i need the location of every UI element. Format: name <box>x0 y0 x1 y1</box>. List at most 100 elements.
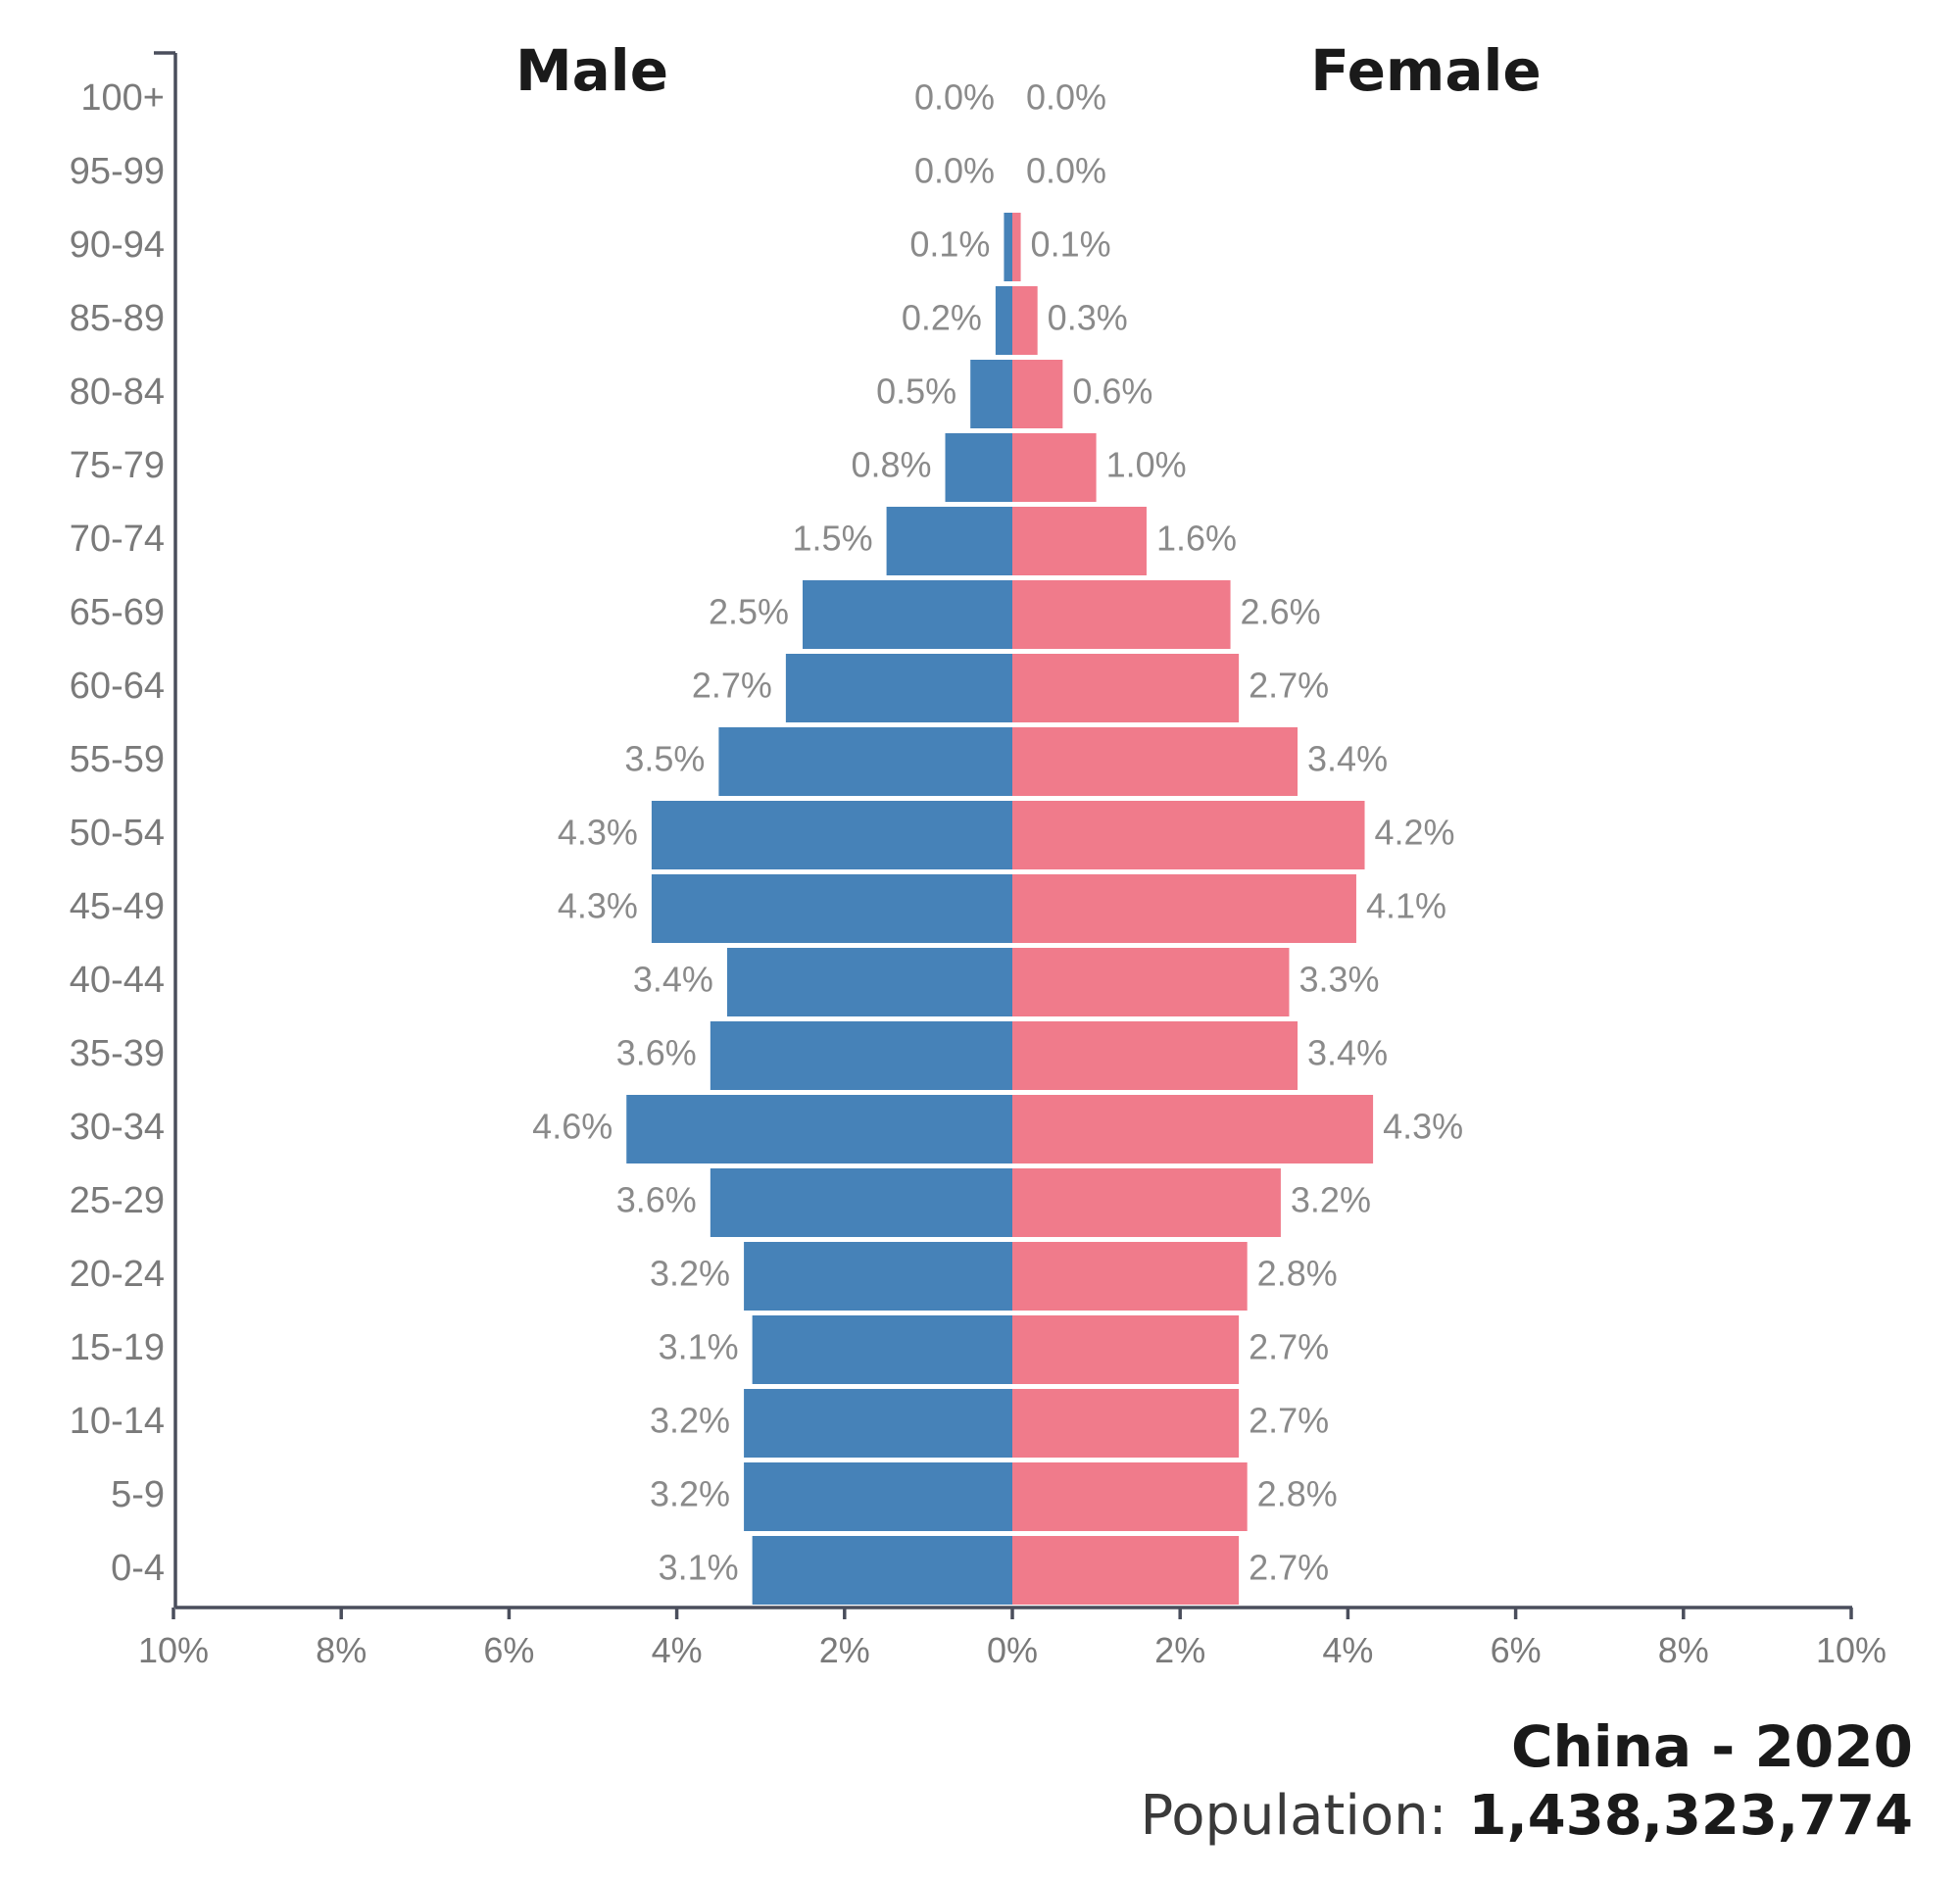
female-bar-40-44 <box>1012 948 1290 1016</box>
female-bar-45-49 <box>1012 874 1356 943</box>
female-bar-25-29 <box>1012 1168 1281 1237</box>
male-bar-60-64 <box>785 654 1012 722</box>
age-label-15-19: 15-19 <box>70 1327 165 1368</box>
age-label-5-9: 5-9 <box>111 1474 165 1515</box>
x-tick-label: 4% <box>652 1630 703 1670</box>
female-value-label-0-4: 2.7% <box>1249 1548 1329 1588</box>
age-labels-layer: 0-4 5-9 10-14 15-19 20-24 25-29 30-34 35-39 40-4… <box>70 77 165 1589</box>
male-bar-55-59 <box>718 727 1012 796</box>
male-bar-5-9 <box>744 1462 1012 1531</box>
female-bar-5-9 <box>1012 1462 1248 1531</box>
x-tick-label: 10% <box>1816 1630 1886 1670</box>
male-value-label-90-94: 0.1% <box>909 224 990 265</box>
female-value-label-75-79: 1.0% <box>1106 445 1187 485</box>
x-tick-label: 4% <box>1322 1630 1373 1670</box>
male-value-label-30-34: 4.6% <box>532 1107 612 1147</box>
male-value-label-85-89: 0.2% <box>902 298 982 338</box>
female-bar-60-64 <box>1012 654 1240 722</box>
male-bar-40-44 <box>726 948 1012 1016</box>
age-label-25-29: 25-29 <box>70 1180 165 1221</box>
female-bar-15-19 <box>1012 1315 1240 1384</box>
female-bar-20-24 <box>1012 1242 1248 1311</box>
female-value-label-95-99: 0.0% <box>1026 151 1106 191</box>
female-bar-55-59 <box>1012 727 1298 796</box>
female-value-label-60-64: 2.7% <box>1249 666 1329 706</box>
male-value-label-55-59: 3.5% <box>624 739 705 779</box>
age-label-50-54: 50-54 <box>70 813 165 854</box>
age-label-95-99: 95-99 <box>70 151 165 192</box>
age-label-40-44: 40-44 <box>70 960 165 1001</box>
age-label-20-24: 20-24 <box>70 1254 165 1295</box>
female-bar-35-39 <box>1012 1021 1298 1090</box>
population-label: Population: <box>1140 1784 1447 1848</box>
male-bar-85-89 <box>995 286 1012 355</box>
female-bar-70-74 <box>1012 507 1147 575</box>
female-header: Female <box>1310 37 1541 104</box>
female-value-label-85-89: 0.3% <box>1048 298 1128 338</box>
male-header: Male <box>515 37 668 104</box>
age-label-85-89: 85-89 <box>70 298 165 339</box>
female-bar-0-4 <box>1012 1536 1240 1605</box>
male-value-label-20-24: 3.2% <box>650 1254 730 1294</box>
male-value-label-45-49: 4.3% <box>558 886 638 926</box>
female-value-label-35-39: 3.4% <box>1307 1033 1388 1073</box>
male-bar-30-34 <box>626 1095 1012 1163</box>
female-value-label-65-69: 2.6% <box>1241 592 1321 632</box>
male-bar-20-24 <box>744 1242 1012 1311</box>
male-value-label-25-29: 3.6% <box>616 1180 697 1220</box>
female-value-label-10-14: 2.7% <box>1249 1401 1329 1441</box>
male-value-label-75-79: 0.8% <box>851 445 931 485</box>
female-value-label-45-49: 4.1% <box>1366 886 1446 926</box>
male-bar-15-19 <box>752 1315 1012 1384</box>
male-bar-25-29 <box>710 1168 1012 1237</box>
female-bar-10-14 <box>1012 1389 1240 1458</box>
female-bar-75-79 <box>1012 433 1097 502</box>
country-year-title: China - 2020 <box>1510 1713 1913 1780</box>
x-tick-label: 8% <box>1658 1630 1709 1670</box>
male-bar-70-74 <box>886 507 1012 575</box>
male-value-label-15-19: 3.1% <box>659 1327 739 1367</box>
male-value-label-10-14: 3.2% <box>650 1401 730 1441</box>
male-value-label-70-74: 1.5% <box>793 519 873 559</box>
male-bar-45-49 <box>651 874 1012 943</box>
male-value-label-5-9: 3.2% <box>650 1474 730 1514</box>
male-bar-10-14 <box>744 1389 1012 1458</box>
x-tick-label: 10% <box>138 1630 209 1670</box>
male-bar-0-4 <box>752 1536 1012 1605</box>
female-value-label-90-94: 0.1% <box>1031 224 1111 265</box>
female-bar-30-34 <box>1012 1095 1374 1163</box>
male-bar-35-39 <box>710 1021 1012 1090</box>
male-value-label-95-99: 0.0% <box>914 151 995 191</box>
female-value-label-25-29: 3.2% <box>1291 1180 1371 1220</box>
age-label-10-14: 10-14 <box>70 1401 165 1442</box>
male-bar-50-54 <box>651 801 1012 869</box>
female-value-label-30-34: 4.3% <box>1383 1107 1463 1147</box>
male-value-label-40-44: 3.4% <box>633 960 713 1000</box>
x-tick-label: 0% <box>987 1630 1038 1670</box>
male-value-label-100plus: 0.0% <box>914 77 995 118</box>
population-line: Population: 1,438,323,774 <box>1140 1784 1913 1848</box>
male-bar-90-94 <box>1004 213 1012 281</box>
age-label-45-49: 45-49 <box>70 886 165 927</box>
age-label-80-84: 80-84 <box>70 371 165 413</box>
age-label-90-94: 90-94 <box>70 224 165 266</box>
male-value-label-60-64: 2.7% <box>692 666 772 706</box>
age-label-0-4: 0-4 <box>111 1548 165 1589</box>
male-value-label-0-4: 3.1% <box>659 1548 739 1588</box>
female-bar-50-54 <box>1012 801 1365 869</box>
male-value-label-35-39: 3.6% <box>616 1033 697 1073</box>
male-value-label-80-84: 0.5% <box>876 371 956 412</box>
male-value-label-65-69: 2.5% <box>709 592 789 632</box>
age-label-100plus: 100+ <box>80 77 165 119</box>
axes-layer: 10% 8% 6% 4% 2% 0% 2% 4% 6% 8% 10% <box>138 51 1886 1670</box>
female-bar-80-84 <box>1012 360 1063 428</box>
age-label-60-64: 60-64 <box>70 666 165 707</box>
female-value-label-80-84: 0.6% <box>1072 371 1152 412</box>
age-label-30-34: 30-34 <box>70 1107 165 1148</box>
female-value-label-55-59: 3.4% <box>1307 739 1388 779</box>
age-label-35-39: 35-39 <box>70 1033 165 1074</box>
age-label-70-74: 70-74 <box>70 519 165 560</box>
age-label-65-69: 65-69 <box>70 592 165 633</box>
x-tick-label: 6% <box>1491 1630 1542 1670</box>
